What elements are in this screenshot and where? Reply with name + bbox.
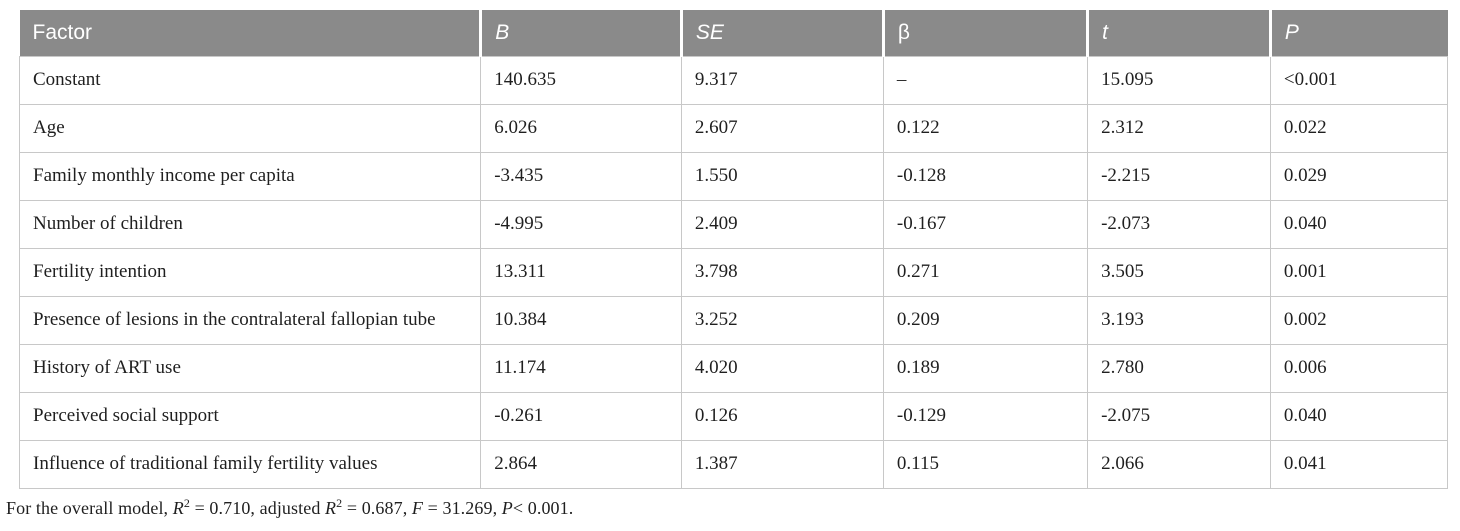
- table-row: History of ART use 11.174 4.020 0.189 2.780 0…: [18, 343, 1449, 393]
- cell-t: 15.095: [1087, 55, 1271, 105]
- footnote-segment: P: [501, 497, 513, 518]
- cell-beta: -0.167: [882, 199, 1089, 249]
- cell-t: 2.066: [1087, 439, 1271, 489]
- regression-table: Factor B SE β t P Constant 140.635 9.317–15.095…: [18, 10, 1449, 489]
- cell-se: 9.317: [680, 55, 884, 105]
- cell-t: 3.193: [1087, 295, 1271, 345]
- cell-p: <0.001: [1269, 55, 1449, 105]
- cell-se: 3.252: [680, 295, 884, 345]
- cell-beta: -0.128: [882, 151, 1089, 201]
- cell-beta: 0.271: [882, 247, 1089, 297]
- cell-p: 0.022: [1269, 103, 1449, 153]
- cell-beta: 0.189: [882, 343, 1089, 393]
- table-figure: Factor B SE β t P Constant 140.635 9.317–15.095…: [6, 10, 1449, 519]
- cell-p: 0.006: [1269, 343, 1449, 393]
- cell-factor: Age: [18, 103, 482, 153]
- cell-se: 2.607: [680, 103, 884, 153]
- table-row: Family monthly income per capita -3.435 1.…: [18, 151, 1449, 201]
- cell-se: 4.020: [680, 343, 884, 393]
- cell-p: 0.002: [1269, 295, 1449, 345]
- column-header-factor: Factor: [19, 10, 481, 56]
- cell-t: 2.312: [1087, 103, 1271, 153]
- column-header-t: t: [1086, 10, 1271, 56]
- table-header: Factor B SE β t P: [19, 10, 1448, 56]
- footnote-segment: 2: [183, 495, 190, 510]
- cell-b: 10.384: [480, 295, 682, 345]
- cell-factor: Influence of traditional family fertilit…: [18, 439, 482, 489]
- cell-se: 3.798: [680, 247, 884, 297]
- cell-beta: 0.209: [882, 295, 1089, 345]
- footnote-segment: = 0.687,: [342, 497, 412, 518]
- footnote-segment: F: [411, 497, 424, 518]
- cell-p: 0.041: [1269, 439, 1449, 489]
- table-row: Influence of traditional family fertilit…: [18, 439, 1449, 489]
- table-row: Fertility intention 13.311 3.798 0.271 3.505…: [18, 247, 1449, 297]
- table-row: Perceived social support -0.261 0.126 -0.12…: [18, 391, 1449, 441]
- cell-p: 0.001: [1269, 247, 1449, 297]
- cell-b: 11.174: [480, 343, 682, 393]
- cell-se: 0.126: [680, 391, 884, 441]
- footnote-segment: 2: [336, 495, 343, 510]
- column-header-beta: β: [881, 10, 1088, 56]
- cell-beta: -0.129: [882, 391, 1089, 441]
- cell-p: 0.040: [1269, 199, 1449, 249]
- cell-b: 6.026: [480, 103, 682, 153]
- cell-se: 1.550: [680, 151, 884, 201]
- footnote-segment: = 31.269,: [423, 497, 502, 518]
- cell-b: 13.311: [480, 247, 682, 297]
- cell-factor: Perceived social support: [18, 391, 482, 441]
- cell-factor: Fertility intention: [18, 247, 482, 297]
- footnote-segment: R: [325, 497, 337, 518]
- cell-t: -2.215: [1087, 151, 1271, 201]
- cell-beta: 0.122: [882, 103, 1089, 153]
- cell-se: 2.409: [680, 199, 884, 249]
- table-row: Presence of lesions in the contralateral…: [18, 295, 1449, 345]
- footnote-segment: R: [172, 497, 184, 518]
- cell-b: -3.435: [480, 151, 682, 201]
- column-header-b: B: [479, 10, 682, 56]
- footnote-segment: < 0.001.: [512, 497, 574, 518]
- cell-p: 0.040: [1269, 391, 1449, 441]
- cell-t: -2.073: [1087, 199, 1271, 249]
- table-row: Constant 140.635 9.317–15.095 <0.001: [18, 55, 1449, 105]
- cell-p: 0.029: [1269, 151, 1449, 201]
- cell-factor: Number of children: [18, 199, 482, 249]
- table-body: Constant 140.635 9.317–15.095 <0.001 Age 6.02…: [18, 55, 1449, 489]
- cell-t: 3.505: [1087, 247, 1271, 297]
- cell-b: 140.635: [480, 55, 682, 105]
- cell-b: -4.995: [480, 199, 682, 249]
- cell-beta: –: [882, 55, 1089, 105]
- cell-beta: 0.115: [882, 439, 1089, 489]
- header-row: Factor B SE β t P: [19, 10, 1448, 56]
- cell-se: 1.387: [680, 439, 884, 489]
- table-row: Age 6.026 2.607 0.122 2.312 0.022: [18, 103, 1449, 153]
- table-row: Number of children -4.995 2.409 -0.167 -2.07…: [18, 199, 1449, 249]
- table-footnote: For the overall model, R2 = 0.710, adjus…: [6, 495, 1448, 519]
- cell-factor: Family monthly income per capita: [18, 151, 482, 201]
- cell-b: 2.864: [480, 439, 682, 489]
- cell-t: -2.075: [1087, 391, 1271, 441]
- cell-factor: History of ART use: [18, 343, 482, 393]
- footnote-segment: For the overall model,: [6, 497, 173, 518]
- cell-b: -0.261: [480, 391, 682, 441]
- cell-t: 2.780: [1087, 343, 1271, 393]
- column-header-se: SE: [679, 10, 884, 56]
- footnote-segment: = 0.710, adjusted: [189, 497, 326, 518]
- cell-factor: Constant: [18, 55, 482, 105]
- cell-factor: Presence of lesions in the contralateral…: [18, 295, 482, 345]
- column-header-p: P: [1268, 10, 1448, 56]
